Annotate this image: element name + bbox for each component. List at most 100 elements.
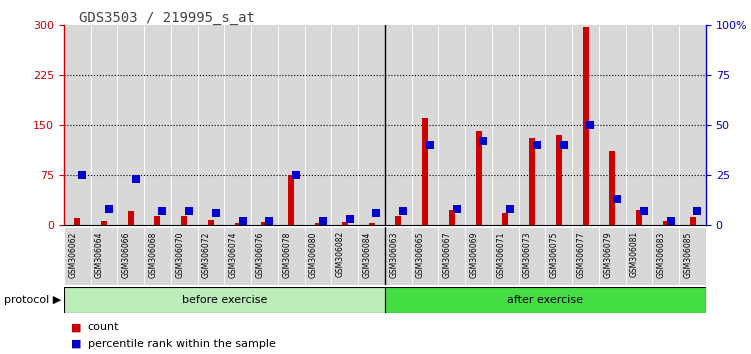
Bar bbox=[144, 25, 170, 225]
Bar bbox=[358, 227, 385, 285]
Bar bbox=[679, 25, 706, 225]
Bar bbox=[64, 287, 385, 313]
Bar bbox=[626, 227, 653, 285]
Text: GSM306074: GSM306074 bbox=[229, 231, 238, 278]
Bar bbox=[636, 210, 642, 225]
Text: GSM306085: GSM306085 bbox=[683, 231, 692, 278]
Bar bbox=[626, 25, 653, 225]
Bar bbox=[331, 25, 358, 225]
Text: GDS3503 / 219995_s_at: GDS3503 / 219995_s_at bbox=[79, 11, 255, 25]
Bar bbox=[64, 25, 91, 225]
Bar bbox=[556, 135, 562, 225]
Bar bbox=[653, 227, 679, 285]
Bar bbox=[74, 218, 80, 225]
Bar bbox=[144, 227, 170, 285]
Bar bbox=[288, 176, 294, 225]
Bar bbox=[251, 25, 278, 225]
Bar bbox=[369, 223, 375, 225]
Bar bbox=[128, 211, 134, 225]
Bar bbox=[91, 25, 117, 225]
Bar bbox=[331, 227, 358, 285]
Text: GSM306082: GSM306082 bbox=[336, 231, 345, 278]
Text: GSM306075: GSM306075 bbox=[550, 231, 559, 278]
Text: count: count bbox=[88, 322, 119, 332]
Bar bbox=[492, 227, 519, 285]
Text: GSM306067: GSM306067 bbox=[443, 231, 452, 278]
Bar bbox=[545, 25, 572, 225]
Bar bbox=[181, 216, 187, 225]
Bar bbox=[492, 25, 519, 225]
Bar bbox=[583, 27, 589, 225]
Bar bbox=[385, 287, 706, 313]
Text: GSM306076: GSM306076 bbox=[255, 231, 264, 278]
Text: GSM306064: GSM306064 bbox=[95, 231, 104, 278]
Bar bbox=[385, 227, 412, 285]
Bar bbox=[572, 227, 599, 285]
Bar bbox=[155, 216, 161, 225]
Text: GSM306068: GSM306068 bbox=[149, 231, 158, 278]
Bar bbox=[502, 213, 508, 225]
Bar bbox=[412, 25, 439, 225]
Bar bbox=[171, 227, 198, 285]
Text: before exercise: before exercise bbox=[182, 295, 267, 305]
Bar bbox=[305, 25, 331, 225]
Bar bbox=[101, 222, 107, 225]
Bar bbox=[412, 227, 439, 285]
Text: GSM306070: GSM306070 bbox=[175, 231, 184, 278]
Bar bbox=[572, 25, 599, 225]
Bar bbox=[385, 25, 412, 225]
Bar bbox=[663, 222, 669, 225]
Bar bbox=[609, 152, 615, 225]
Bar bbox=[449, 210, 455, 225]
Bar bbox=[315, 223, 321, 225]
Bar bbox=[465, 25, 492, 225]
Bar bbox=[225, 25, 251, 225]
Text: GSM306078: GSM306078 bbox=[282, 231, 291, 278]
Bar bbox=[171, 25, 198, 225]
Text: ■: ■ bbox=[71, 322, 82, 332]
Bar bbox=[519, 227, 545, 285]
Bar bbox=[439, 227, 465, 285]
Bar bbox=[599, 227, 626, 285]
Bar bbox=[278, 227, 305, 285]
Text: after exercise: after exercise bbox=[508, 295, 584, 305]
Bar bbox=[208, 220, 214, 225]
Bar bbox=[91, 227, 117, 285]
Text: GSM306072: GSM306072 bbox=[202, 231, 211, 278]
Bar bbox=[278, 25, 305, 225]
Text: GSM306069: GSM306069 bbox=[469, 231, 478, 278]
Bar bbox=[529, 138, 535, 225]
Text: GSM306071: GSM306071 bbox=[496, 231, 505, 278]
Bar bbox=[235, 223, 241, 225]
Bar bbox=[251, 227, 278, 285]
Bar bbox=[475, 131, 481, 225]
Bar bbox=[261, 222, 267, 225]
Bar bbox=[519, 25, 545, 225]
Text: GSM306066: GSM306066 bbox=[122, 231, 131, 278]
Bar bbox=[395, 216, 401, 225]
Bar bbox=[117, 25, 144, 225]
Bar bbox=[422, 118, 428, 225]
Bar bbox=[653, 25, 679, 225]
Text: GSM306079: GSM306079 bbox=[603, 231, 612, 278]
Bar bbox=[679, 227, 706, 285]
Bar bbox=[358, 25, 385, 225]
Bar bbox=[599, 25, 626, 225]
Text: GSM306081: GSM306081 bbox=[630, 231, 639, 278]
Bar bbox=[439, 25, 465, 225]
Text: GSM306084: GSM306084 bbox=[363, 231, 372, 278]
Text: percentile rank within the sample: percentile rank within the sample bbox=[88, 339, 276, 349]
Text: protocol ▶: protocol ▶ bbox=[4, 295, 61, 305]
Bar bbox=[545, 227, 572, 285]
Bar bbox=[198, 227, 225, 285]
Text: GSM306077: GSM306077 bbox=[577, 231, 586, 278]
Bar bbox=[305, 227, 331, 285]
Bar bbox=[64, 227, 91, 285]
Text: GSM306065: GSM306065 bbox=[416, 231, 425, 278]
Text: ■: ■ bbox=[71, 339, 82, 349]
Bar bbox=[198, 25, 225, 225]
Bar bbox=[689, 217, 695, 225]
Bar bbox=[465, 227, 492, 285]
Text: GSM306073: GSM306073 bbox=[523, 231, 532, 278]
Bar bbox=[342, 222, 348, 225]
